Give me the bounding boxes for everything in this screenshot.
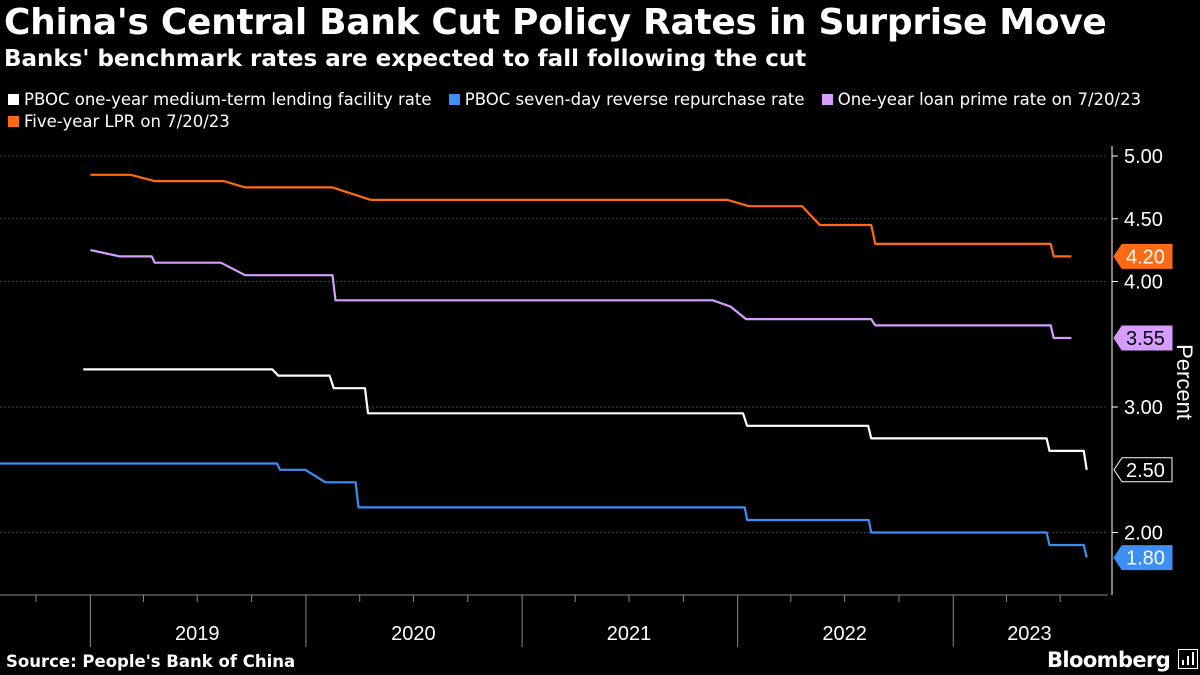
- end-label-text: 1.80: [1126, 548, 1165, 570]
- end-label-text: 2.50: [1126, 460, 1165, 482]
- series-line-0: [83, 368, 1088, 470]
- end-label-box: [1113, 325, 1173, 351]
- end-label-2: 3.55: [1113, 325, 1173, 351]
- y-axis-label: Percent: [1172, 344, 1197, 420]
- x-tick-label: 2020: [391, 623, 436, 645]
- bloomberg-mark-icon: [1178, 649, 1198, 669]
- y-tick-label: 2.00: [1124, 523, 1163, 545]
- legend-item-one-year-lpr: One-year loan prime rate on 7/20/23: [821, 89, 1142, 111]
- end-label-box: [1113, 545, 1173, 571]
- bloomberg-logo: Bloomberg: [1047, 648, 1171, 672]
- x-tick-label: 2023: [1007, 623, 1052, 645]
- chart-title: China's Central Bank Cut Policy Rates in…: [4, 2, 1107, 43]
- chart-subtitle: Banks' benchmark rates are expected to f…: [4, 46, 807, 72]
- end-label-box: [1113, 243, 1173, 269]
- series-line-2: [90, 249, 1072, 340]
- legend-label-one-year-lpr: One-year loan prime rate on 7/20/23: [837, 90, 1142, 109]
- y-tick-label: 3.00: [1124, 397, 1163, 419]
- source-note: Source: People's Bank of China: [6, 652, 296, 671]
- x-tick-label: 2021: [607, 623, 652, 645]
- end-label-3: 4.20: [1113, 243, 1173, 269]
- legend-label-reverse-repo: PBOC seven-day reverse repurchase rate: [464, 90, 805, 109]
- y-tick-label: 4.50: [1124, 209, 1163, 231]
- x-tick-label: 2022: [822, 623, 867, 645]
- legend: PBOC one-year medium-term lending facili…: [8, 89, 1188, 133]
- x-tick-label: 2019: [175, 623, 220, 645]
- end-label-text: 3.55: [1126, 328, 1165, 350]
- legend-swatch-one-year-lpr: [821, 94, 833, 105]
- series-line-1: [0, 462, 1088, 558]
- legend-item-five-year-lpr: Five-year LPR on 7/20/23: [8, 111, 230, 133]
- end-label-box: [1113, 457, 1173, 483]
- end-label-1: 1.80: [1113, 545, 1173, 571]
- series-line-3: [90, 173, 1072, 258]
- legend-label-five-year-lpr: Five-year LPR on 7/20/23: [24, 112, 230, 131]
- legend-swatch-mlf: [8, 94, 19, 105]
- y-tick-label: 5.00: [1124, 146, 1163, 168]
- y-tick-label: 4.00: [1124, 272, 1163, 294]
- legend-swatch-five-year-lpr: [8, 116, 19, 127]
- end-label-text: 4.20: [1126, 246, 1165, 268]
- legend-item-reverse-repo: PBOC seven-day reverse repurchase rate: [448, 89, 805, 111]
- legend-label-mlf: PBOC one-year medium-term lending facili…: [24, 90, 432, 109]
- legend-swatch-reverse-repo: [448, 94, 460, 105]
- legend-item-mlf: PBOC one-year medium-term lending facili…: [8, 89, 432, 111]
- end-label-0: 2.50: [1113, 457, 1173, 483]
